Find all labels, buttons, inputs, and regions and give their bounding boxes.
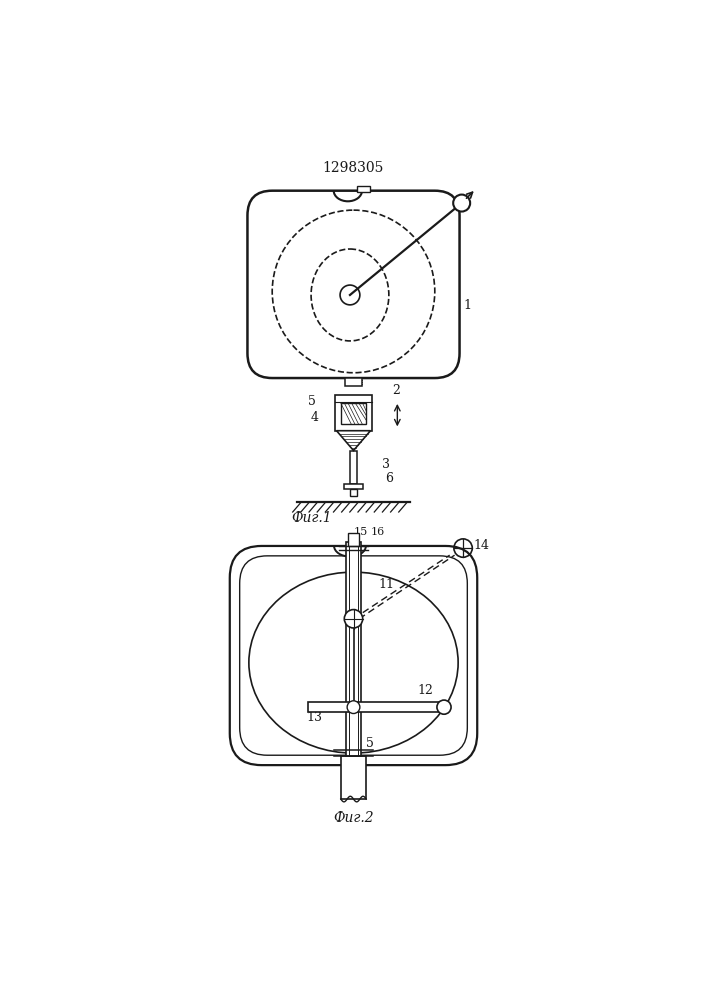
Text: 16: 16	[370, 527, 385, 537]
Bar	[335, 395, 372, 431]
Text: Фиг.2: Фиг.2	[333, 811, 374, 825]
Polygon shape	[337, 431, 370, 451]
FancyBboxPatch shape	[230, 546, 477, 765]
Text: Фиг.1: Фиг.1	[291, 511, 332, 525]
Text: 3: 3	[382, 458, 390, 471]
Bar	[341, 756, 366, 799]
Text: 13: 13	[306, 711, 322, 724]
Bar	[344, 484, 363, 489]
Bar	[351, 451, 356, 484]
Bar	[345, 378, 362, 386]
FancyBboxPatch shape	[240, 556, 467, 755]
FancyBboxPatch shape	[247, 191, 460, 378]
Bar	[357, 186, 370, 192]
Text: 15: 15	[354, 527, 368, 537]
Text: 12: 12	[417, 684, 433, 697]
Circle shape	[453, 195, 470, 212]
Text: 14: 14	[474, 539, 490, 552]
Bar	[346, 542, 361, 756]
Text: 11: 11	[378, 578, 395, 591]
Circle shape	[340, 285, 360, 305]
Circle shape	[437, 700, 451, 714]
Text: 1: 1	[463, 299, 471, 312]
Bar	[341, 403, 366, 424]
Bar	[351, 489, 356, 496]
Bar	[348, 533, 359, 546]
Circle shape	[347, 701, 360, 714]
Text: 5: 5	[366, 737, 374, 750]
Text: 5: 5	[308, 395, 316, 408]
Bar	[308, 702, 444, 712]
Circle shape	[344, 610, 363, 628]
Text: 4: 4	[310, 411, 318, 424]
Text: 6: 6	[385, 472, 393, 485]
Text: 1298305: 1298305	[323, 161, 384, 175]
Text: 2: 2	[392, 384, 400, 397]
